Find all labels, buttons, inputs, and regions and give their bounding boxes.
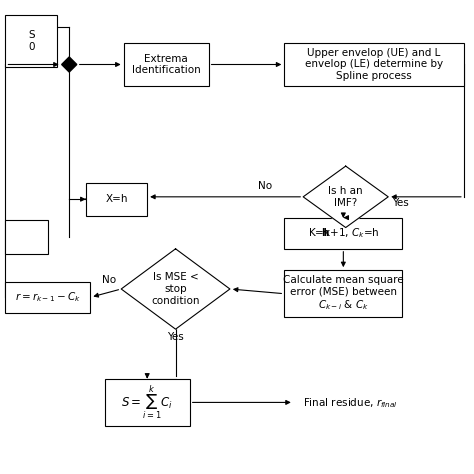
Text: S
0: S 0 <box>28 30 35 52</box>
FancyBboxPatch shape <box>284 270 402 318</box>
FancyBboxPatch shape <box>86 182 147 216</box>
FancyBboxPatch shape <box>5 15 57 67</box>
Polygon shape <box>62 57 77 72</box>
Polygon shape <box>121 249 230 329</box>
Text: $S=\sum_{i=1}^{k} C_i$: $S=\sum_{i=1}^{k} C_i$ <box>121 383 173 421</box>
FancyBboxPatch shape <box>284 218 402 249</box>
Text: Final residue, $r_{final}$: Final residue, $r_{final}$ <box>303 396 398 410</box>
Text: Upper envelop (UE) and L
envelop (LE) determine by
Spline process: Upper envelop (UE) and L envelop (LE) de… <box>305 48 443 81</box>
Polygon shape <box>303 166 388 228</box>
FancyBboxPatch shape <box>105 379 190 426</box>
Text: Calculate mean square
error (MSE) between
$C_{k-i}$ & $C_k$: Calculate mean square error (MSE) betwee… <box>283 275 404 312</box>
Text: Is h an
IMF?: Is h an IMF? <box>328 186 363 208</box>
Text: No: No <box>102 275 117 285</box>
FancyBboxPatch shape <box>5 220 48 254</box>
Text: Is MSE <
stop
condition: Is MSE < stop condition <box>151 273 200 306</box>
Text: Yes: Yes <box>392 198 409 208</box>
Text: No: No <box>258 181 273 191</box>
FancyBboxPatch shape <box>124 43 209 86</box>
FancyBboxPatch shape <box>284 43 464 86</box>
Text: X=h: X=h <box>105 194 128 204</box>
Text: Yes: Yes <box>167 332 184 343</box>
FancyBboxPatch shape <box>5 282 91 313</box>
Text: K=k+1, $C_k$=h: K=k+1, $C_k$=h <box>308 227 379 240</box>
Text: Extrema
Identification: Extrema Identification <box>132 54 201 75</box>
Text: h: h <box>321 228 328 238</box>
Text: $r=r_{k-1}-C_k$: $r=r_{k-1}-C_k$ <box>15 291 81 304</box>
